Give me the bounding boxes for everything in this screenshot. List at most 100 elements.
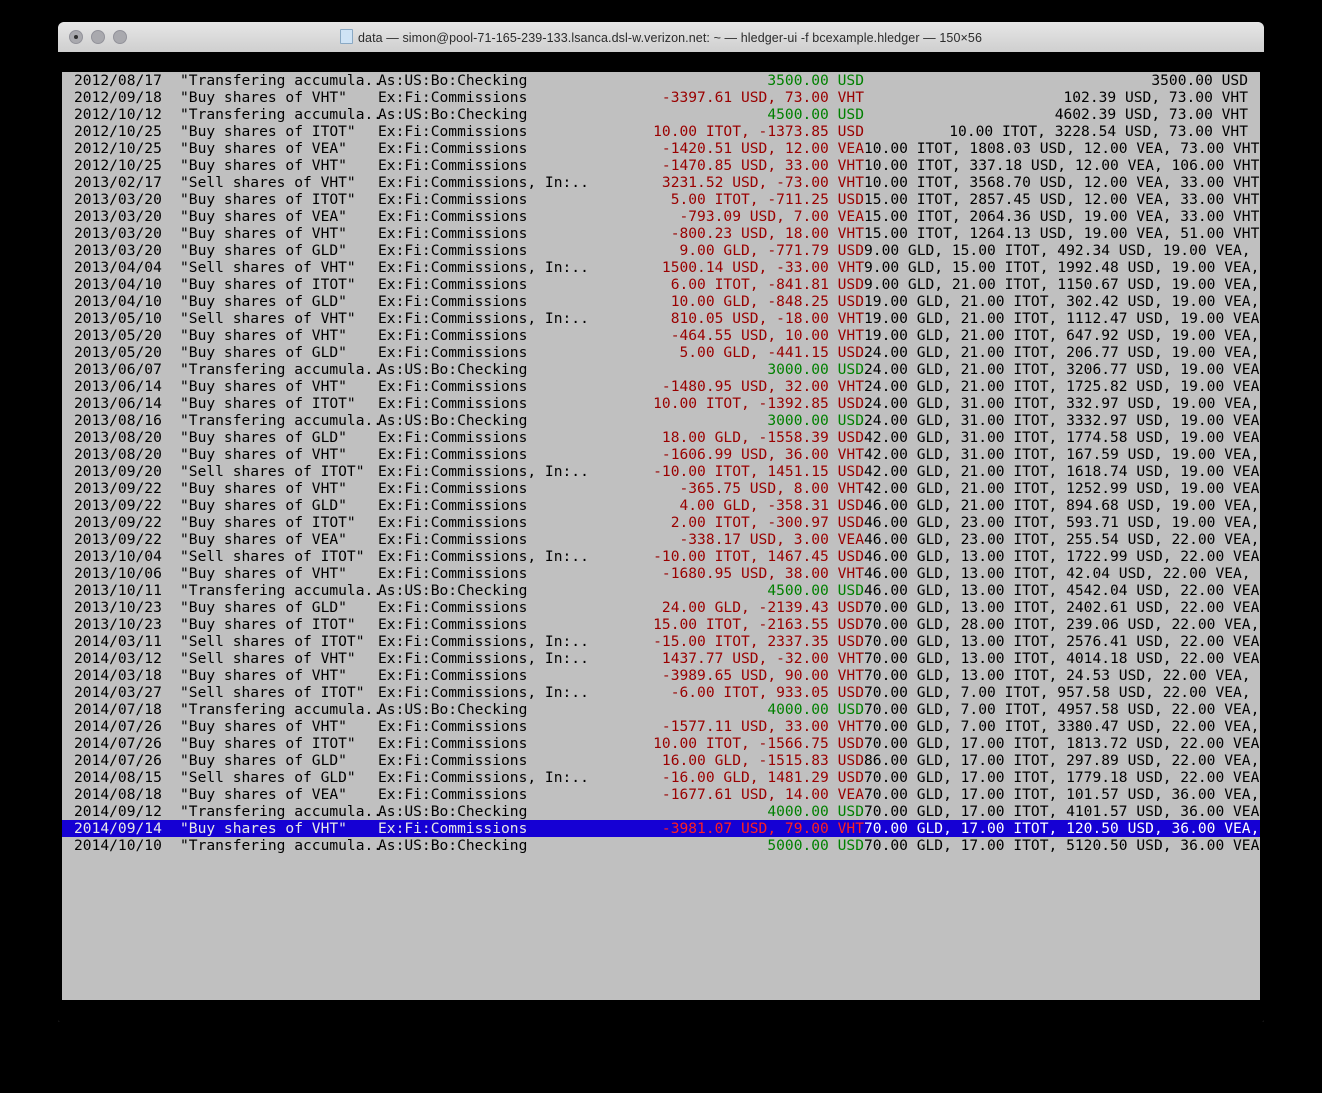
- table-row[interactable]: 2012/10/25 "Buy shares of VEA" Ex:Fi:Commi…: [62, 140, 1260, 157]
- row-amount: -365.75 USD, 8.00 VHT: [679, 480, 864, 497]
- table-row[interactable]: 2012/08/17 "Transfering accumula.. As:US:B…: [62, 72, 1260, 89]
- table-row[interactable]: 2013/03/20 "Buy shares of GLD" Ex:Fi:Commi…: [62, 242, 1260, 259]
- row-amount: 10.00 ITOT, -1392.85 USD: [653, 395, 864, 412]
- row-description: "Sell shares of ITOT": [180, 633, 365, 650]
- window-controls[interactable]: [58, 30, 127, 44]
- window-titlebar[interactable]: data — simon@pool-71-165-239-133.lsanca.…: [58, 22, 1264, 53]
- table-row[interactable]: 2013/04/10 "Buy shares of ITOT" Ex:Fi:Comm…: [62, 276, 1260, 293]
- table-row[interactable]: 2013/10/11 "Transfering accumula.. As:US:B…: [62, 582, 1260, 599]
- row-date: 2014/07/26: [74, 752, 162, 769]
- table-row[interactable]: 2013/06/14 "Buy shares of VHT" Ex:Fi:Commi…: [62, 378, 1260, 395]
- table-row[interactable]: 2013/09/20 "Sell shares of ITOT" Ex:Fi:Com…: [62, 463, 1260, 480]
- row-account: Ex:Fi:Commissions, In:..: [378, 310, 589, 327]
- row-description: "Buy shares of VEA": [180, 531, 347, 548]
- row-account: Ex:Fi:Commissions: [378, 157, 528, 174]
- row-date: 2012/09/18: [74, 89, 162, 106]
- table-row[interactable]: 2013/03/20 "Buy shares of VHT" Ex:Fi:Commi…: [62, 225, 1260, 242]
- row-amount: -1606.99 USD, 36.00 VHT: [661, 446, 864, 463]
- table-row[interactable]: 2013/08/20 "Buy shares of GLD" Ex:Fi:Commi…: [62, 429, 1260, 446]
- row-account: Ex:Fi:Commissions: [378, 395, 528, 412]
- table-row[interactable]: 2014/03/11 "Sell shares of ITOT" Ex:Fi:Com…: [62, 633, 1260, 650]
- table-row[interactable]: 2014/03/27 "Sell shares of ITOT" Ex:Fi:Com…: [62, 684, 1260, 701]
- table-row[interactable]: 2013/05/10 "Sell shares of VHT" Ex:Fi:Comm…: [62, 310, 1260, 327]
- row-description: "Transfering accumula..: [180, 412, 383, 429]
- row-balance: 70.00 GLD, 17.00 ITOT, 5120.50 USD, 36.0…: [864, 837, 1260, 854]
- table-row[interactable]: 2013/05/20 "Buy shares of GLD" Ex:Fi:Commi…: [62, 344, 1260, 361]
- table-row[interactable]: 2014/09/12 "Transfering accumula.. As:US:B…: [62, 803, 1260, 820]
- row-description: "Buy shares of ITOT": [180, 735, 356, 752]
- table-row[interactable]: 2012/10/25 "Buy shares of VHT" Ex:Fi:Commi…: [62, 157, 1260, 174]
- table-row[interactable]: 2013/04/10 "Buy shares of GLD" Ex:Fi:Commi…: [62, 293, 1260, 310]
- row-description: "Transfering accumula..: [180, 361, 383, 378]
- table-row[interactable]: 2013/09/22 "Buy shares of VHT" Ex:Fi:Commi…: [62, 480, 1260, 497]
- minimize-button[interactable]: [91, 30, 105, 44]
- row-date: 2013/02/17: [74, 174, 162, 191]
- row-date: 2014/07/18: [74, 701, 162, 718]
- table-row[interactable]: 2013/03/20 "Buy shares of ITOT" Ex:Fi:Comm…: [62, 191, 1260, 208]
- table-row[interactable]: 2013/10/04 "Sell shares of ITOT" Ex:Fi:Com…: [62, 548, 1260, 565]
- transactions-table[interactable]: 2012/08/17 "Transfering accumula.. As:US:B…: [62, 72, 1260, 1000]
- table-row[interactable]: 2013/10/06 "Buy shares of VHT" Ex:Fi:Commi…: [62, 565, 1260, 582]
- table-row[interactable]: 2013/10/23 "Buy shares of ITOT" Ex:Fi:Comm…: [62, 616, 1260, 633]
- row-date: 2013/10/23: [74, 599, 162, 616]
- table-row[interactable]: 2012/10/25 "Buy shares of ITOT" Ex:Fi:Comm…: [62, 123, 1260, 140]
- row-description: "Buy shares of VHT": [180, 225, 347, 242]
- row-description: "Buy shares of VHT": [180, 327, 347, 344]
- row-amount: -15.00 ITOT, 2337.35 USD: [653, 633, 864, 650]
- row-balance: 42.00 GLD, 21.00 ITOT, 1618.74 USD, 19.0…: [864, 463, 1260, 480]
- table-row[interactable]: 2013/06/07 "Transfering accumula.. As:US:B…: [62, 361, 1260, 378]
- row-balance: 15.00 ITOT, 1264.13 USD, 19.00 VEA, 51.0…: [864, 225, 1260, 242]
- table-row[interactable]: 2013/10/23 "Buy shares of GLD" Ex:Fi:Commi…: [62, 599, 1260, 616]
- table-row[interactable]: 2013/03/20 "Buy shares of VEA" Ex:Fi:Commi…: [62, 208, 1260, 225]
- table-row[interactable]: 2013/09/22 "Buy shares of ITOT" Ex:Fi:Comm…: [62, 514, 1260, 531]
- row-account: Ex:Fi:Commissions: [378, 276, 528, 293]
- table-row[interactable]: 2013/06/14 "Buy shares of ITOT" Ex:Fi:Comm…: [62, 395, 1260, 412]
- row-account: Ex:Fi:Commissions: [378, 123, 528, 140]
- row-description: "Buy shares of ITOT": [180, 123, 356, 140]
- row-balance: 70.00 GLD, 7.00 ITOT, 4957.58 USD, 22.00…: [864, 701, 1260, 718]
- row-date: 2014/03/18: [74, 667, 162, 684]
- row-balance: 70.00 GLD, 17.00 ITOT, 120.50 USD, 36.00…: [864, 820, 1260, 837]
- row-amount: -1470.85 USD, 33.00 VHT: [661, 157, 864, 174]
- row-balance: 15.00 ITOT, 2064.36 USD, 19.00 VEA, 33.0…: [864, 208, 1260, 225]
- header-bar: ────────────────────── Assets:US:ETrade …: [62, 55, 1260, 72]
- row-description: "Sell shares of ITOT": [180, 548, 365, 565]
- table-row[interactable]: 2014/07/26 "Buy shares of ITOT" Ex:Fi:Comm…: [62, 735, 1260, 752]
- window-title: data — simon@pool-71-165-239-133.lsanca.…: [58, 29, 1264, 45]
- row-amount: -793.09 USD, 7.00 VEA: [679, 208, 864, 225]
- row-description: "Transfering accumula..: [180, 701, 383, 718]
- table-row[interactable]: 2013/02/17 "Sell shares of VHT" Ex:Fi:Comm…: [62, 174, 1260, 191]
- table-row[interactable]: 2014/07/26 "Buy shares of VHT" Ex:Fi:Commi…: [62, 718, 1260, 735]
- table-row[interactable]: 2014/08/18 "Buy shares of VEA" Ex:Fi:Commi…: [62, 786, 1260, 803]
- row-amount: 4000.00 USD: [767, 701, 864, 718]
- table-row[interactable]: 2013/08/16 "Transfering accumula.. As:US:B…: [62, 412, 1260, 429]
- row-balance: 46.00 GLD, 13.00 ITOT, 1722.99 USD, 22.0…: [864, 548, 1260, 565]
- table-row[interactable]: 2014/09/14 "Buy shares of VHT" Ex:Fi:Commi…: [62, 820, 1260, 837]
- row-date: 2014/03/11: [74, 633, 162, 650]
- row-balance: 19.00 GLD, 21.00 ITOT, 1112.47 USD, 19.0…: [864, 310, 1260, 327]
- table-row[interactable]: 2014/03/12 "Sell shares of VHT" Ex:Fi:Comm…: [62, 650, 1260, 667]
- table-row[interactable]: 2014/10/10 "Transfering accumula.. As:US:B…: [62, 837, 1260, 854]
- table-row[interactable]: 2014/07/26 "Buy shares of GLD" Ex:Fi:Commi…: [62, 752, 1260, 769]
- table-row[interactable]: 2013/04/04 "Sell shares of VHT" Ex:Fi:Comm…: [62, 259, 1260, 276]
- row-date: 2014/09/14: [74, 820, 162, 837]
- table-row[interactable]: 2012/09/18 "Buy shares of VHT" Ex:Fi:Commi…: [62, 89, 1260, 106]
- row-description: "Buy shares of GLD": [180, 497, 347, 514]
- row-balance: 24.00 GLD, 21.00 ITOT, 1725.82 USD, 19.0…: [864, 378, 1260, 395]
- table-row[interactable]: 2014/08/15 "Sell shares of GLD" Ex:Fi:Comm…: [62, 769, 1260, 786]
- close-button[interactable]: [69, 30, 83, 44]
- table-row[interactable]: 2013/08/20 "Buy shares of VHT" Ex:Fi:Commi…: [62, 446, 1260, 463]
- table-row[interactable]: 2013/05/20 "Buy shares of VHT" Ex:Fi:Commi…: [62, 327, 1260, 344]
- table-row[interactable]: 2012/10/12 "Transfering accumula.. As:US:B…: [62, 106, 1260, 123]
- table-row[interactable]: 2014/03/18 "Buy shares of VHT" Ex:Fi:Commi…: [62, 667, 1260, 684]
- row-account: Ex:Fi:Commissions, In:..: [378, 769, 589, 786]
- row-description: "Buy shares of VEA": [180, 208, 347, 225]
- row-date: 2013/04/04: [74, 259, 162, 276]
- zoom-button[interactable]: [113, 30, 127, 44]
- row-account: As:US:Bo:Checking: [378, 106, 528, 123]
- table-row[interactable]: 2013/09/22 "Buy shares of GLD" Ex:Fi:Commi…: [62, 497, 1260, 514]
- table-row[interactable]: 2014/07/18 "Transfering accumula.. As:US:B…: [62, 701, 1260, 718]
- row-amount: -464.55 USD, 10.00 VHT: [670, 327, 864, 344]
- row-description: "Transfering accumula..: [180, 72, 383, 89]
- table-row[interactable]: 2013/09/22 "Buy shares of VEA" Ex:Fi:Commi…: [62, 531, 1260, 548]
